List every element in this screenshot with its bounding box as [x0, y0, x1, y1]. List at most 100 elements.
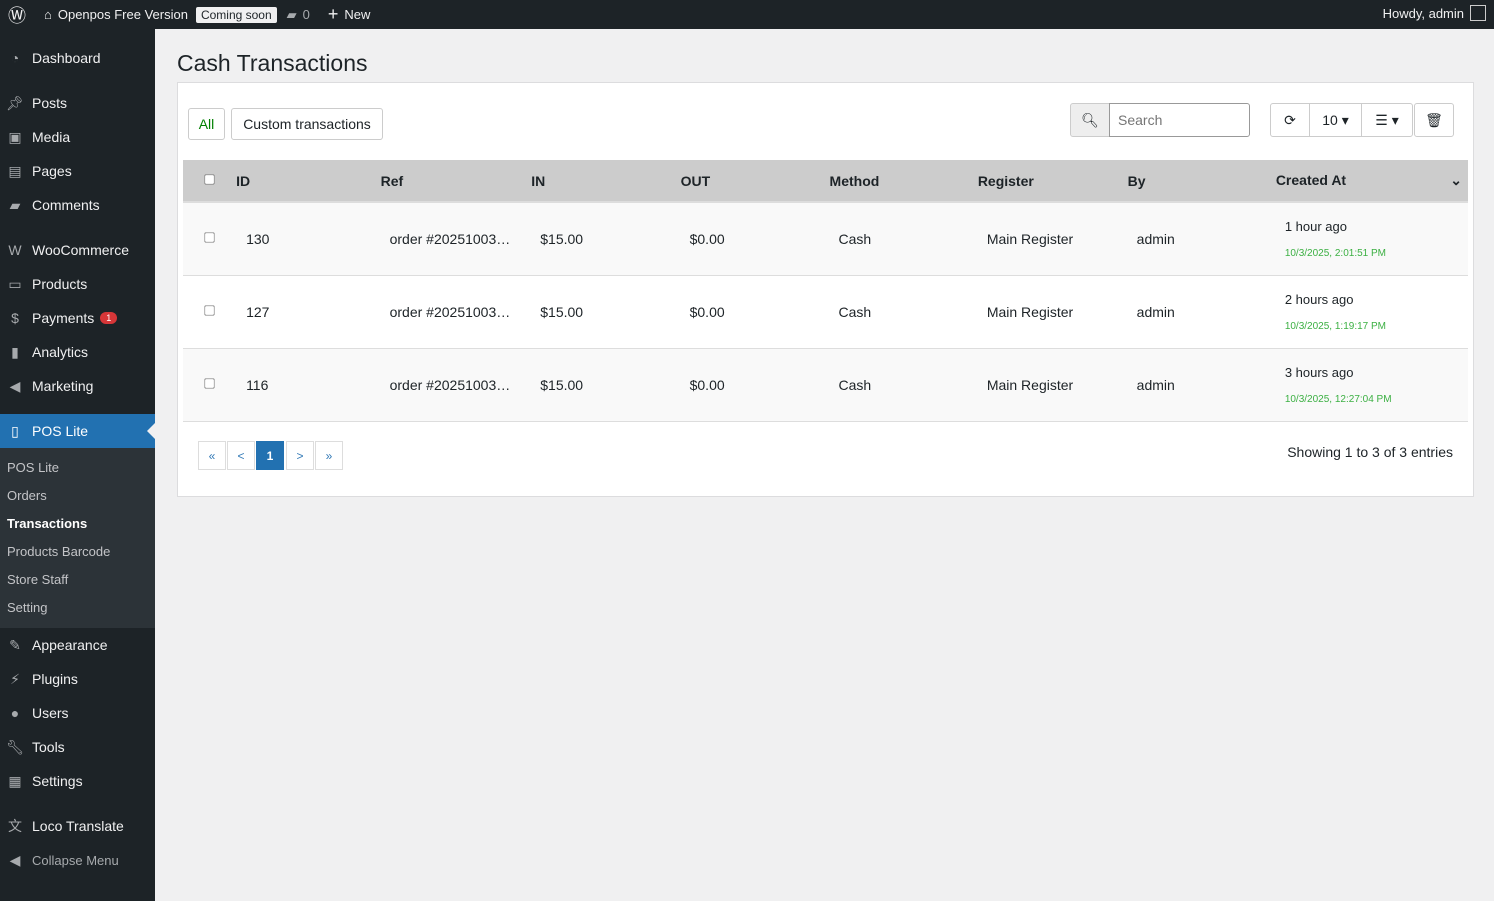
- table-row[interactable]: 130 order #20251003… $15.00 $0.00 Cash Main R…: [183, 202, 1468, 276]
- table-row[interactable]: 116 order #20251003… $15.00 $0.00 Cash Main R…: [183, 348, 1468, 422]
- sidebar-item-label: Pages: [32, 163, 72, 179]
- sidebar-item-label: POS Lite: [32, 423, 89, 439]
- tab-all[interactable]: All: [188, 108, 225, 140]
- cell-id: 127: [232, 275, 381, 349]
- column-header-register[interactable]: Register: [977, 160, 1128, 203]
- sidebar-item-posts[interactable]: 📌︎ Posts: [0, 86, 155, 120]
- row-select-cell: [183, 202, 233, 276]
- column-header-out[interactable]: OUT: [680, 160, 830, 203]
- cell-created-at: 1 hour ago 10/3/2025, 2:01:51 PM: [1275, 202, 1468, 276]
- sidebar-item-label: Dashboard: [32, 50, 101, 66]
- column-header-id[interactable]: ID: [232, 160, 381, 203]
- wordpress-logo-icon[interactable]: Ⓦ: [8, 5, 26, 26]
- pagination-page-1[interactable]: 1: [256, 441, 284, 470]
- relative-time: 1 hour ago: [1284, 218, 1347, 234]
- coming-soon-badge[interactable]: Coming soon: [195, 6, 277, 23]
- cell-register: Main Register: [977, 348, 1128, 422]
- comments-link[interactable]: ▰ 0: [287, 7, 310, 23]
- account-menu[interactable]: Howdy, admin: [1383, 5, 1486, 21]
- column-header-created-at[interactable]: Created At ⌄: [1275, 160, 1468, 203]
- select-all-checkbox[interactable]: [204, 173, 215, 185]
- row-checkbox[interactable]: [204, 377, 215, 389]
- sidebar-item-media[interactable]: ▣ Media: [0, 120, 155, 154]
- sidebar-item-pages[interactable]: ▤ Pages: [0, 154, 155, 188]
- sidebar-item-label: Plugins: [32, 671, 78, 687]
- cell-by: admin: [1127, 202, 1276, 276]
- sidebar-item-collapse-menu[interactable]: ◀ Collapse Menu: [0, 843, 155, 877]
- row-checkbox[interactable]: [204, 232, 215, 243]
- search-icon: 🔍︎: [1081, 111, 1099, 128]
- cell-method: Cash: [829, 348, 978, 422]
- new-link[interactable]: + New: [328, 4, 371, 25]
- sidebar-item-pos-lite[interactable]: ▯ POS Lite: [0, 414, 155, 448]
- megaphone-icon: ◀: [9, 377, 21, 394]
- site-link[interactable]: ⌂ Openpos Free Version: [44, 7, 188, 22]
- row-select-cell: [183, 275, 233, 349]
- column-header-method[interactable]: Method: [829, 160, 978, 203]
- columns-toggle[interactable]: ☰ ▾: [1361, 103, 1413, 137]
- submenu-item-products-barcode[interactable]: Products Barcode: [7, 544, 111, 559]
- cell-id: 116: [232, 348, 381, 422]
- cell-in: $15.00: [531, 348, 681, 422]
- sidebar-item-comments[interactable]: ▰ Comments: [0, 188, 155, 222]
- sidebar-item-users[interactable]: ● Users: [0, 696, 155, 730]
- table-row[interactable]: 127 order #20251003… $15.00 $0.00 Cash Main R…: [183, 275, 1468, 349]
- sidebar-item-settings[interactable]: ▦ Settings: [0, 764, 155, 798]
- user-icon: ●: [10, 705, 20, 721]
- submenu-item-store-staff[interactable]: Store Staff: [7, 572, 69, 587]
- notification-badge: 1: [100, 312, 118, 324]
- transactions-panel: All Custom transactions 🔍︎ ⟳ 10 ▾ ☰ ▾ 🗑︎…: [177, 82, 1474, 497]
- column-header-by[interactable]: By: [1127, 160, 1276, 203]
- sidebar-item-plugins[interactable]: ⚡︎ Plugins: [0, 662, 155, 696]
- sidebar-item-label: Posts: [32, 95, 68, 111]
- woo-icon: W: [8, 242, 22, 258]
- submenu-item-setting[interactable]: Setting: [7, 600, 48, 615]
- search-button[interactable]: 🔍︎: [1070, 103, 1110, 137]
- page-size-value: 10: [1322, 112, 1338, 128]
- sidebar-item-products[interactable]: ▭ Products: [0, 267, 155, 301]
- row-select-cell: [183, 348, 233, 422]
- refresh-button[interactable]: ⟳: [1270, 103, 1310, 137]
- sidebar-item-analytics[interactable]: ▮ Analytics: [0, 335, 155, 369]
- admin-sidebar: ◔ Dashboard 📌︎ Posts ▣ Media ▤ Pages ▰ Comments W W…: [0, 29, 155, 901]
- sidebar-item-appearance[interactable]: ✎ Appearance: [0, 628, 155, 662]
- cell-created-at: 2 hours ago 10/3/2025, 1:19:17 PM: [1275, 275, 1468, 349]
- sidebar-item-payments[interactable]: $ Payments 1: [0, 301, 155, 335]
- tab-custom-transactions[interactable]: Custom transactions: [231, 108, 383, 140]
- pagination-last[interactable]: »: [315, 441, 343, 470]
- search-input[interactable]: [1109, 103, 1250, 137]
- home-icon: ⌂: [44, 7, 52, 22]
- cell-out: $0.00: [680, 275, 830, 349]
- plugin-icon: ⚡︎: [10, 670, 20, 687]
- submenu-item-pos-lite[interactable]: POS Lite: [7, 460, 60, 475]
- cell-ref: order #20251003…: [380, 348, 532, 422]
- submenu-item-orders[interactable]: Orders: [7, 488, 47, 503]
- archive-icon: ▭: [8, 275, 22, 292]
- chart-icon: ▮: [11, 343, 19, 360]
- dashboard-icon: ◔: [10, 50, 20, 66]
- column-header-in[interactable]: IN: [531, 160, 681, 203]
- delete-button[interactable]: 🗑︎: [1414, 103, 1454, 137]
- page-size-select[interactable]: 10 ▾: [1309, 103, 1362, 137]
- sidebar-item-label: Loco Translate: [32, 818, 124, 834]
- chevron-down-icon[interactable]: ⌄: [1450, 172, 1462, 188]
- column-header-ref[interactable]: Ref: [380, 160, 532, 203]
- column-header-label: Created At: [1275, 172, 1347, 188]
- sidebar-item-marketing[interactable]: ◀ Marketing: [0, 369, 155, 403]
- row-checkbox[interactable]: [204, 304, 215, 316]
- site-name: Openpos Free Version: [57, 7, 188, 22]
- sidebar-item-tools[interactable]: 🔧︎ Tools: [0, 730, 155, 764]
- cell-in: $15.00: [531, 275, 681, 349]
- translate-icon: 文: [8, 818, 22, 834]
- submenu-item-transactions[interactable]: Transactions: [7, 516, 88, 531]
- sidebar-item-woocommerce[interactable]: W WooCommerce: [0, 233, 155, 267]
- entries-summary: Showing 1 to 3 of 3 entries: [1287, 444, 1453, 460]
- howdy-label: Howdy, admin: [1382, 5, 1464, 21]
- pagination-first[interactable]: «: [198, 441, 226, 470]
- pagination-next[interactable]: >: [286, 441, 314, 470]
- cell-created-at: 3 hours ago 10/3/2025, 12:27:04 PM: [1275, 348, 1468, 422]
- sidebar-item-dashboard[interactable]: ◔ Dashboard: [0, 41, 155, 75]
- pagination-prev[interactable]: <: [227, 441, 255, 470]
- sidebar-item-loco-translate[interactable]: 文 Loco Translate: [0, 809, 155, 843]
- comment-count: 0: [302, 7, 310, 22]
